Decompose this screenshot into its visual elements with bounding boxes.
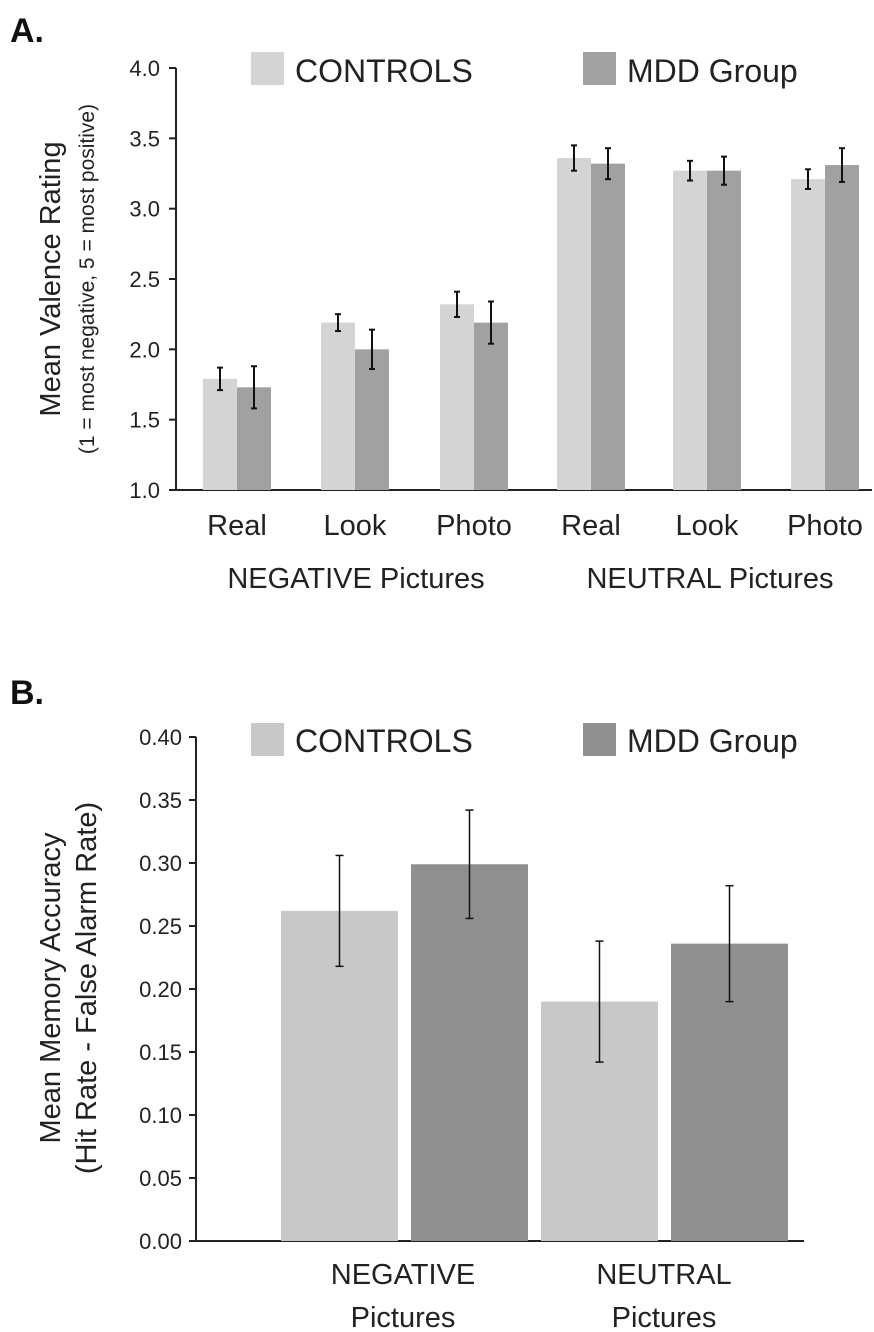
panel-b-legend-label: MDD Group xyxy=(627,723,798,759)
panel-b-y-tick-label: 0.30 xyxy=(139,851,182,876)
panel-a-error-bar xyxy=(488,300,494,345)
panel-a-bar-controls xyxy=(203,378,237,490)
panel-b-y-tick-label: 0.25 xyxy=(139,914,182,939)
panel-a-error-bar xyxy=(605,147,611,181)
panel-a-error-bar xyxy=(571,144,577,172)
panel-a-error-bar xyxy=(721,155,727,186)
panel-a-category-label: Photo xyxy=(436,510,512,542)
panel-a-y-axis-sublabel: (1 = most negative, 5 = most positive) xyxy=(76,104,99,454)
panel-a-y-tick-label: 3.5 xyxy=(129,126,160,151)
panel-b-error-bar xyxy=(465,809,474,920)
panel-a-axes: 1.0 1.5 2.0 2.5 3.0 3.5 4.0 xyxy=(129,56,872,503)
panel-a-y-tick-label: 3.0 xyxy=(129,197,160,222)
panel-a-bar-mdd xyxy=(355,349,389,490)
panel-b-legend: CONTROLS MDD Group xyxy=(251,723,798,759)
panel-a-bar-mdd xyxy=(474,322,508,490)
panel-b-bar-mdd xyxy=(411,864,528,1241)
panel-a-y-axis-label: Mean Valence Rating xyxy=(35,141,67,416)
panel-b-y-tick-label: 0.40 xyxy=(139,725,182,750)
panel-b-y-tick-label: 0.20 xyxy=(139,977,182,1002)
panel-a-y-tick-label: 2.0 xyxy=(129,337,160,362)
panel-a-bar-mdd xyxy=(707,170,741,491)
panel-a-bar-controls xyxy=(557,158,591,490)
panel-b-legend-label: CONTROLS xyxy=(295,723,473,759)
panel-a-y-tick-label: 4.0 xyxy=(129,56,160,81)
panel-a-bar-controls xyxy=(440,304,474,490)
panel-a-legend: CONTROLS MDD Group xyxy=(251,52,798,89)
panel-b-error-bar xyxy=(725,884,734,1003)
panel-a-bar-controls xyxy=(791,179,825,491)
panel-b-error-bar xyxy=(595,940,604,1063)
panel-b-chart: B. Mean Memory Accuracy (Hit Rate - Fals… xyxy=(10,674,804,1332)
panel-b-y-tick-label: 0.05 xyxy=(139,1166,182,1191)
panel-a-bars xyxy=(203,144,859,491)
panel-a-error-bar xyxy=(839,147,845,183)
panel-a-bar-controls xyxy=(673,170,707,491)
panel-b-category-label: NEUTRAL xyxy=(596,1259,731,1291)
panel-a-legend-swatch xyxy=(251,52,284,85)
panel-b-y-tick-label: 0.35 xyxy=(139,788,182,813)
panel-a-error-bar xyxy=(335,313,341,333)
panel-b-y-tick-label: 0.10 xyxy=(139,1103,182,1128)
panel-a-error-bar xyxy=(217,366,223,392)
panel-b-category-label: NEGATIVE xyxy=(331,1259,476,1291)
panel-a-bar-mdd xyxy=(825,165,859,490)
panel-a-category-label: Photo xyxy=(787,510,863,542)
panel-b-legend-swatch xyxy=(583,723,616,756)
panel-b-category-label: Pictures xyxy=(351,1302,456,1332)
panel-a-bar-controls xyxy=(321,322,355,490)
panel-b-y-axis-sublabel: (Hit Rate - False Alarm Rate) xyxy=(71,802,103,1174)
panel-b-category-labels: NEGATIVE Pictures NEUTRAL Pictures xyxy=(331,1259,732,1332)
panel-a-y-tick-label: 1.0 xyxy=(129,478,160,503)
panel-a-legend-label: CONTROLS xyxy=(295,53,473,89)
panel-a-error-bar xyxy=(454,290,460,318)
panel-b-y-tick-label: 0.15 xyxy=(139,1040,182,1065)
panel-b-error-bar xyxy=(335,854,344,968)
panel-a-error-bar xyxy=(687,159,693,182)
panel-a-legend-swatch xyxy=(583,52,616,85)
panel-a-letter: A. xyxy=(10,12,44,50)
panel-b-y-tick-label: 0.00 xyxy=(139,1229,182,1254)
panel-a-category-label: Look xyxy=(324,510,387,542)
panel-a-category-label: Look xyxy=(676,510,739,542)
panel-a-error-bar xyxy=(251,365,257,410)
panel-a-group-label: NEUTRAL Pictures xyxy=(586,563,833,595)
panel-a-group-label: NEGATIVE Pictures xyxy=(227,563,484,595)
panel-b-legend-swatch xyxy=(251,723,284,756)
panel-a-category-labels: Real Look Photo Real Look Photo NEGATIVE Pictu… xyxy=(207,510,863,595)
panel-a-error-bar xyxy=(805,168,811,190)
panel-a-bar-mdd xyxy=(591,163,625,491)
panel-a-y-tick-label: 2.5 xyxy=(129,267,160,292)
panel-a-category-label: Real xyxy=(561,510,621,542)
panel-a-legend-label: MDD Group xyxy=(627,53,798,89)
panel-b-y-axis-label: Mean Memory Accuracy xyxy=(35,832,67,1144)
panel-a-chart: A. Mean Valence Rating (1 = most negativ… xyxy=(10,12,872,595)
panel-a-y-tick-label: 1.5 xyxy=(129,408,160,433)
panel-a-category-label: Real xyxy=(207,510,267,542)
panel-b-category-label: Pictures xyxy=(612,1302,717,1332)
panel-a-error-bar xyxy=(369,328,375,371)
panel-b-letter: B. xyxy=(10,674,44,712)
panel-b-bars xyxy=(281,809,788,1241)
